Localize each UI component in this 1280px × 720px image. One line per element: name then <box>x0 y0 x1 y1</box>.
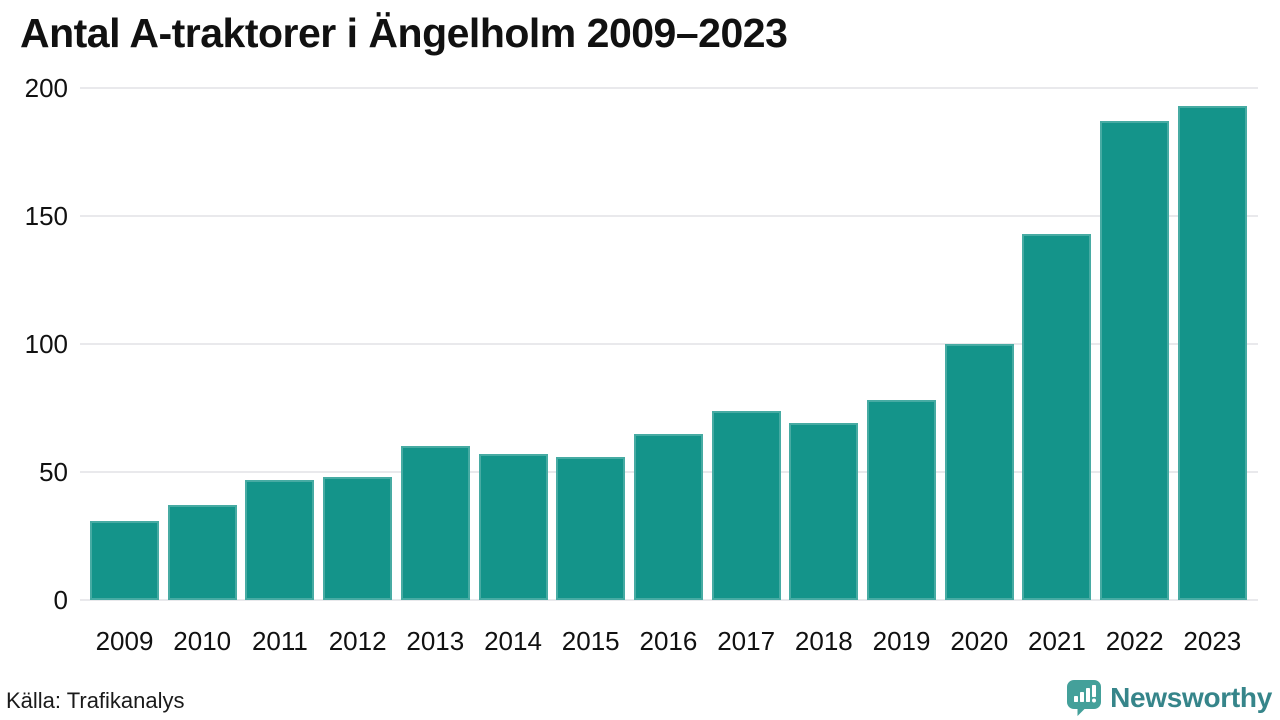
y-tick-label-100: 100 <box>24 329 68 359</box>
chart-title: Antal A-traktorer i Ängelholm 2009–2023 <box>20 10 788 56</box>
bar-2023[interactable] <box>1177 105 1247 600</box>
y-tick-label-200: 200 <box>24 73 68 103</box>
bar-2016[interactable] <box>633 433 703 600</box>
bar-2018[interactable] <box>789 423 859 600</box>
x-tick-label-2022: 2022 <box>1105 626 1164 656</box>
bar-2013[interactable] <box>400 446 470 600</box>
x-tick-label-2021: 2021 <box>1028 626 1086 656</box>
y-tick-label-50: 50 <box>39 457 68 487</box>
x-tick-label-2019: 2019 <box>872 626 931 656</box>
x-tick-label-2014: 2014 <box>484 626 542 656</box>
x-tick-label-2016: 2016 <box>639 626 698 656</box>
x-tick-label-2017: 2017 <box>717 626 776 656</box>
newsworthy-wordmark: Newsworthy <box>1110 681 1272 713</box>
bars-container <box>80 88 1258 600</box>
x-tick-label-2011: 2011 <box>251 626 308 656</box>
x-axis: 2009 2010 2011 2012 2013 2014 2015 2016 2017 2018… <box>80 626 1258 657</box>
bar-2019[interactable] <box>867 400 937 600</box>
gridline-0 <box>80 599 1258 601</box>
x-tick-label-2009: 2009 <box>95 626 154 656</box>
x-tick-label-2018: 2018 <box>794 626 853 656</box>
gridline-200 <box>80 87 1258 89</box>
x-tick-label-2013: 2013 <box>406 626 465 656</box>
bar-2012[interactable] <box>323 477 393 600</box>
bar-2022[interactable] <box>1100 121 1170 600</box>
x-tick-label-2015: 2015 <box>561 626 620 656</box>
newsworthy-bubble-chart-icon <box>1067 680 1102 716</box>
y-tick-label-150: 150 <box>24 201 68 231</box>
x-tick-label-2020: 2020 <box>950 626 1009 656</box>
plot-area <box>80 87 1258 601</box>
bar-2009[interactable] <box>90 520 159 600</box>
gridline-100 <box>80 343 1258 345</box>
bar-2010[interactable] <box>167 505 237 600</box>
x-tick-label-2012: 2012 <box>328 626 387 656</box>
x-tick-label-2010: 2010 <box>173 626 232 656</box>
bar-2020[interactable] <box>944 344 1014 600</box>
bar-2017[interactable] <box>711 410 781 600</box>
footer: Källa: Trafikanalys Newsworthy <box>0 678 1280 720</box>
bar-2015[interactable] <box>556 456 626 600</box>
bar-2021[interactable] <box>1022 233 1092 600</box>
bar-2011[interactable] <box>245 479 315 600</box>
bar-2014[interactable] <box>478 454 548 600</box>
y-tick-label-0: 0 <box>53 585 68 615</box>
gridline-150 <box>80 215 1258 217</box>
newsworthy-logo: Newsworthy <box>1066 679 1272 716</box>
source-note: Källa: Trafikanalys <box>6 688 185 713</box>
x-tick-label-2023: 2023 <box>1183 626 1242 656</box>
